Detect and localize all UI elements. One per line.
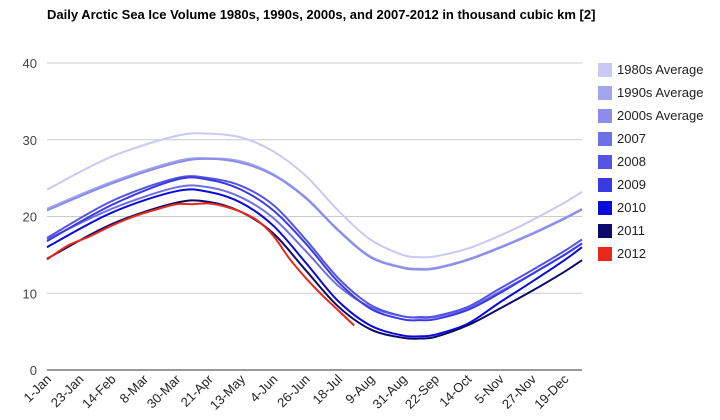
legend-swatch (598, 177, 612, 192)
legend-item: 2012 (598, 242, 704, 265)
legend-label: 2011 (617, 223, 645, 238)
series-line-1980s-average (46, 132, 583, 259)
x-tick-label: 14-Feb (79, 372, 119, 412)
legend-swatch (598, 108, 612, 123)
legend-item: 2008 (598, 150, 704, 173)
legend-item: 2010 (598, 196, 704, 219)
legend-label: 1990s Average (617, 85, 704, 100)
x-tick-label: 18-Jul (309, 371, 345, 407)
y-axis-ticks: 0 10 20 30 40 (23, 56, 37, 378)
legend-swatch (598, 62, 612, 77)
series-layer (46, 132, 583, 340)
legend-swatch (598, 200, 612, 215)
legend-item: 2007 (598, 127, 704, 150)
x-tick-label: 27-Nov (499, 371, 540, 412)
x-tick-label: 14-Oct (436, 371, 474, 409)
legend-swatch (598, 131, 612, 146)
series-line-2008 (46, 175, 583, 319)
legend-item: 1980s Average (598, 58, 704, 81)
series-line-2000s-average (46, 157, 583, 271)
legend-item: 2000s Average (598, 104, 704, 127)
chart-title: Daily Arctic Sea Ice Volume 1980s, 1990s… (47, 7, 596, 22)
series-line-2012 (46, 202, 355, 327)
legend-label: 2012 (617, 246, 646, 261)
x-tick-label: 30-Mar (144, 371, 184, 411)
legend-label: 2008 (617, 154, 646, 169)
y-tick-label: 10 (23, 286, 37, 301)
legend-label: 2000s Average (617, 108, 704, 123)
series-line-2009 (46, 176, 583, 322)
x-axis-ticks: 1-Jan23-Jan14-Feb8-Mar30-Mar21-Apr13-May… (21, 371, 572, 413)
series-line-2011 (46, 199, 583, 340)
x-tick-label: 22-Sep (402, 372, 442, 412)
x-tick-label: 23-Jan (48, 372, 87, 411)
x-tick-label: 13-May (207, 371, 249, 413)
legend-label: 2010 (617, 200, 646, 215)
legend-label: 1980s Average (617, 62, 704, 77)
y-tick-label: 20 (23, 210, 37, 225)
y-tick-label: 0 (30, 363, 37, 378)
legend-label: 2009 (617, 177, 646, 192)
grid-layer (47, 62, 582, 371)
legend-item: 2009 (598, 173, 704, 196)
series-line-2007 (46, 184, 583, 320)
legend-label: 2007 (617, 131, 646, 146)
y-tick-label: 40 (23, 56, 37, 71)
x-tick-label: 31-Aug (370, 372, 410, 412)
x-tick-label: 19-Dec (531, 371, 572, 412)
legend: 1980s Average 1990s Average 2000s Average 2… (598, 58, 704, 265)
legend-swatch (598, 154, 612, 169)
series-line-2010 (46, 188, 583, 338)
legend-swatch (598, 85, 612, 100)
legend-swatch (598, 223, 612, 238)
y-tick-label: 30 (23, 133, 37, 148)
legend-item: 1990s Average (598, 81, 704, 104)
legend-item: 2011 (598, 219, 704, 242)
x-tick-label: 26-Jun (274, 372, 313, 411)
legend-swatch (598, 246, 612, 261)
